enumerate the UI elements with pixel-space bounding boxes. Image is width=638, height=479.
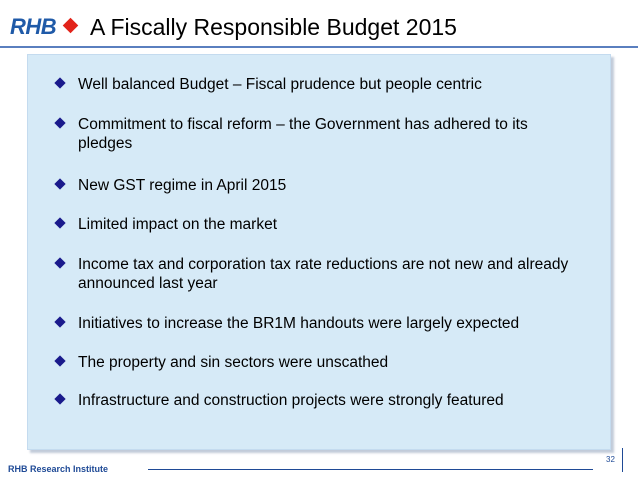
page-number: 32: [606, 455, 615, 464]
bullet-text: Initiatives to increase the BR1M handout…: [78, 315, 520, 332]
bullet-text: New GST regime in April 2015: [78, 177, 287, 194]
bullet-text: Well balanced Budget – Fiscal prudence b…: [78, 76, 482, 93]
bullet-text: Infrastructure and construction projects…: [78, 392, 504, 409]
diamond-bullet-icon: [54, 257, 66, 269]
bullet-panel: Well balanced Budget – Fiscal prudence b…: [27, 54, 611, 450]
footer-divider: [148, 469, 593, 470]
bullet-text: Income tax and corporation tax rate redu…: [78, 256, 569, 292]
diamond-bullet-icon: [54, 393, 66, 405]
slide-title: A Fiscally Responsible Budget 2015: [90, 14, 457, 40]
diamond-bullet-icon: [54, 77, 66, 89]
footer-label: RHB Research Institute: [8, 464, 109, 474]
bullet-text: The property and sin sectors were unscat…: [78, 354, 389, 371]
bullet-text: Commitment to fiscal reform – the Govern…: [78, 116, 528, 152]
logo-text: RHB: [10, 14, 57, 39]
rhb-logo: RHB: [10, 14, 80, 44]
bullet-text: Limited impact on the market: [78, 216, 278, 233]
diamond-bullet-icon: [54, 178, 66, 190]
title-divider: [0, 46, 638, 48]
diamond-bullet-icon: [54, 316, 66, 328]
diamond-bullet-icon: [54, 117, 66, 129]
diamond-bullet-icon: [54, 217, 66, 229]
diamond-bullet-icon: [54, 355, 66, 367]
red-diamond-icon: [62, 17, 79, 34]
page-number-divider: [622, 448, 623, 472]
